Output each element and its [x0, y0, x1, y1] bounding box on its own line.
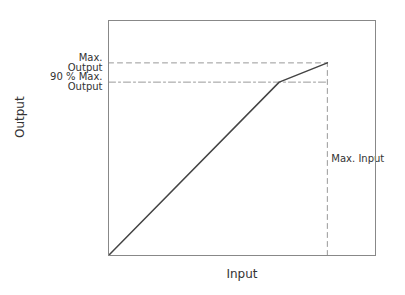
svg-text:Max.Output: Max.Output: [68, 52, 103, 73]
svg-text:90 % Max.Output: 90 % Max.Output: [50, 71, 103, 92]
svg-text:Input: Input: [226, 267, 257, 281]
svg-text:Output: Output: [13, 96, 27, 138]
svg-text:Max. Input: Max. Input: [331, 153, 384, 164]
